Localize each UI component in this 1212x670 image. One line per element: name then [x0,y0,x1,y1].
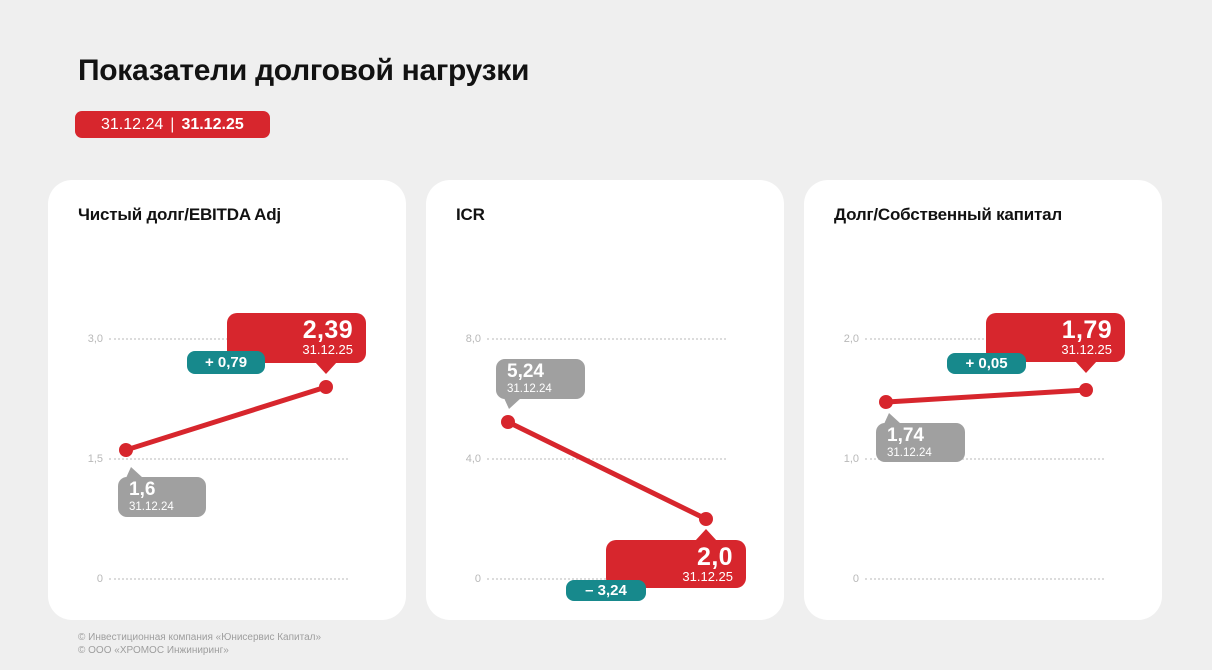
y-tick-label: 8,0 [465,333,481,345]
previous-value-callout: 1,74 31.12.24 [876,413,965,462]
copyright-line-2: © ООО «ХРОМОС Инжиниринг» [78,645,229,656]
card-title: Чистый долг/EBITDA Adj [78,205,281,224]
callout-pointer [126,467,143,478]
data-point-curr [699,512,713,526]
gridline [487,458,726,460]
gridline [487,338,726,340]
trend-line-chart [879,383,1093,409]
delta-badge: + 0,79 [187,351,265,374]
card-title: Долг/Собственный капитал [834,205,1062,224]
previous-value: 5,24 [507,361,544,382]
current-value: 2,0 [697,543,733,571]
card-title: ICR [456,205,485,224]
previous-value: 1,6 [129,479,156,500]
gridline [865,338,1104,340]
badge-date-prev: 31.12.24 [101,115,164,133]
gridline [865,578,1104,580]
y-tick-label: 4,0 [465,453,481,465]
copyright-footer: © Инвестиционная компания «Юнисервис Кап… [78,631,321,657]
copyright-line-1: © Инвестиционная компания «Юнисервис Кап… [78,632,322,643]
current-value-callout: 2,39 31.12.25 [227,313,366,374]
y-tick-label: 3,0 [87,333,103,345]
gridline [865,458,1104,460]
gridline [109,578,348,580]
callout-pointer [315,362,337,374]
page-title: Показатели долговой нагрузки [78,54,530,87]
previous-value-callout: 1,6 31.12.24 [118,467,206,517]
chart-card-icr: ICR 8,0 4,0 0 5,24 31.12.24 2,0 31.12.25… [426,180,784,620]
previous-date: 31.12.24 [507,382,552,395]
y-tick-label: 0 [852,573,859,585]
trend-line-chart [501,415,713,526]
gridline-row: 2,0 [832,332,1104,346]
delta-badge: + 0,05 [947,353,1026,374]
data-point-curr [1079,383,1093,397]
previous-value-callout: 5,24 31.12.24 [496,359,585,409]
badge-separator: | [170,115,175,133]
gridline-row: 0 [832,572,1104,586]
current-date: 31.12.25 [682,569,733,584]
data-point-prev [501,415,515,429]
current-value: 1,79 [1061,316,1112,344]
badge-date-curr: 31.12.25 [181,115,244,133]
chart-card-debt-equity: Долг/Собственный капитал 2,0 1,0 0 1,79 … [804,180,1162,620]
y-tick-label: 2,0 [843,333,859,345]
date-range-badge: 31.12.24 | 31.12.25 [75,111,270,138]
y-tick-label: 0 [474,573,481,585]
current-date: 31.12.25 [302,342,353,357]
callout-pointer [1075,361,1097,373]
gridline-row: 1,0 [832,452,1104,466]
current-value: 2,39 [302,316,353,344]
previous-date: 31.12.24 [887,446,932,459]
y-tick-label: 1,0 [843,453,859,465]
previous-value: 1,74 [887,425,924,446]
previous-date: 31.12.24 [129,500,174,513]
gridline-row: 4,0 [454,452,726,466]
current-date: 31.12.25 [1061,342,1112,357]
data-point-prev [119,443,133,457]
chart-card-net-debt-ebitda: Чистый долг/EBITDA Adj 3,0 1,5 0 2,39 31… [48,180,406,620]
trend-line-chart [119,380,333,457]
y-tick-label: 1,5 [87,453,103,465]
data-point-prev [879,395,893,409]
gridline-row: 1,5 [76,452,348,466]
data-point-curr [319,380,333,394]
delta-badge: – 3,24 [566,580,646,601]
y-tick-label: 0 [96,573,103,585]
callout-pointer [504,398,521,409]
gridline-row: 0 [76,572,348,586]
gridline-row: 8,0 [454,332,726,346]
callout-pointer [884,413,901,424]
gridline [109,458,348,460]
callout-pointer [695,529,717,541]
